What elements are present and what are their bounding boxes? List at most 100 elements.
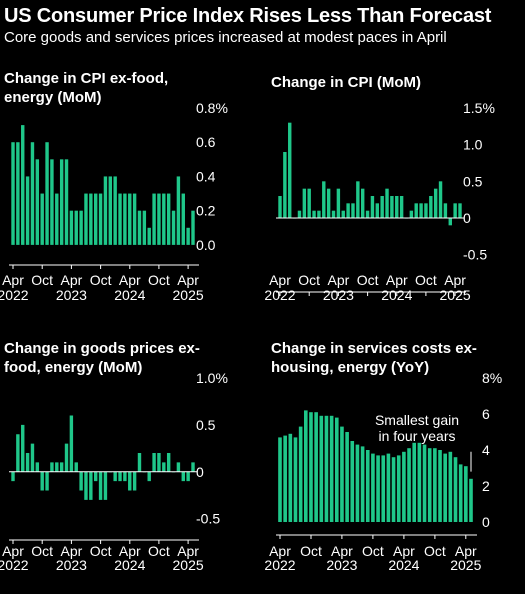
bar <box>458 464 463 522</box>
bar <box>283 152 287 218</box>
panel-title-line: Change in CPI ex-food, <box>4 70 169 87</box>
bar <box>84 471 88 500</box>
y-tick-label: 0.4 <box>196 168 216 184</box>
x-year-label: 2024 <box>381 287 412 303</box>
y-tick-label: 0.5 <box>463 173 483 189</box>
bar <box>453 457 458 522</box>
x-year-label: 2025 <box>450 557 481 573</box>
x-tick-label: Apr <box>177 543 199 559</box>
bar <box>412 442 417 522</box>
bar <box>297 210 302 218</box>
bar <box>89 471 93 500</box>
bar <box>351 203 355 218</box>
bar <box>142 210 147 245</box>
y-tick-label: 0 <box>196 464 204 480</box>
bar <box>402 451 406 522</box>
bar <box>438 181 443 218</box>
bar <box>307 188 311 218</box>
bar <box>331 210 336 218</box>
bar <box>438 450 442 522</box>
y-tick-label: 0 <box>482 514 490 530</box>
bar <box>424 203 428 218</box>
bar <box>166 453 171 472</box>
bar <box>322 181 326 218</box>
bar <box>365 210 370 218</box>
bar <box>98 471 103 500</box>
bar <box>278 196 282 218</box>
bar <box>422 444 427 522</box>
bar <box>103 471 108 500</box>
bar <box>448 218 452 226</box>
x-year-label: 2023 <box>326 557 357 573</box>
bar <box>166 193 171 245</box>
bar <box>288 122 292 218</box>
bar <box>376 455 380 522</box>
bar <box>365 450 370 522</box>
y-tick-label: 1.5% <box>463 100 495 116</box>
bar <box>427 448 432 522</box>
bar <box>324 415 329 522</box>
bar <box>157 453 161 472</box>
x-year-label: 2025 <box>173 287 204 303</box>
bar <box>329 415 334 522</box>
bar <box>40 471 44 491</box>
bar <box>132 193 137 245</box>
bar <box>50 159 54 245</box>
x-tick-label: Apr <box>269 543 291 559</box>
bar <box>147 227 151 245</box>
bar <box>16 434 20 472</box>
bar <box>35 159 40 245</box>
bar <box>181 471 185 482</box>
bar <box>429 196 433 218</box>
bar <box>84 193 88 245</box>
bar <box>326 188 331 218</box>
x-year-label: 2024 <box>114 287 145 303</box>
bar <box>64 159 69 245</box>
bar <box>399 196 404 218</box>
bar <box>380 196 384 218</box>
bar <box>375 203 379 218</box>
bar <box>433 188 438 218</box>
y-tick-label: 0.2 <box>196 203 216 219</box>
x-tick-label: Apr <box>444 272 466 288</box>
bar <box>302 188 307 218</box>
annotation-text: Smallest gain <box>375 412 459 428</box>
bar <box>417 442 422 522</box>
y-tick-label: 0.5 <box>196 417 216 433</box>
bar <box>469 478 473 522</box>
bar <box>458 203 462 218</box>
bar <box>74 210 78 245</box>
bar <box>288 433 293 522</box>
bar <box>108 176 112 245</box>
bar <box>370 196 375 218</box>
bar <box>59 462 64 472</box>
bar <box>443 203 448 218</box>
bar <box>40 193 44 245</box>
y-tick-label: 2 <box>482 478 490 494</box>
bar <box>137 453 142 472</box>
x-year-label: 2024 <box>388 557 419 573</box>
bar <box>162 193 166 245</box>
bar <box>94 471 98 482</box>
bar <box>25 453 30 472</box>
bar <box>395 196 399 218</box>
y-tick-label: 6 <box>482 406 490 422</box>
chart-subtitle: Core goods and services prices increased… <box>4 29 447 46</box>
bar <box>113 176 117 245</box>
bar <box>317 210 321 218</box>
x-tick-label: Apr <box>393 543 415 559</box>
y-tick-label: 0.8% <box>196 100 228 116</box>
chart-title: US Consumer Price Index Rises Less Than … <box>4 5 492 27</box>
bar <box>21 424 25 472</box>
panel-title-line: housing, energy (YoY) <box>271 359 430 376</box>
bar <box>414 203 418 218</box>
x-tick-label: Oct <box>415 272 437 288</box>
bar <box>371 453 375 522</box>
bar <box>157 193 161 245</box>
x-tick-label: Oct <box>148 272 170 288</box>
bar <box>35 462 40 472</box>
bar <box>312 210 316 218</box>
x-year-label: 2023 <box>56 557 87 573</box>
